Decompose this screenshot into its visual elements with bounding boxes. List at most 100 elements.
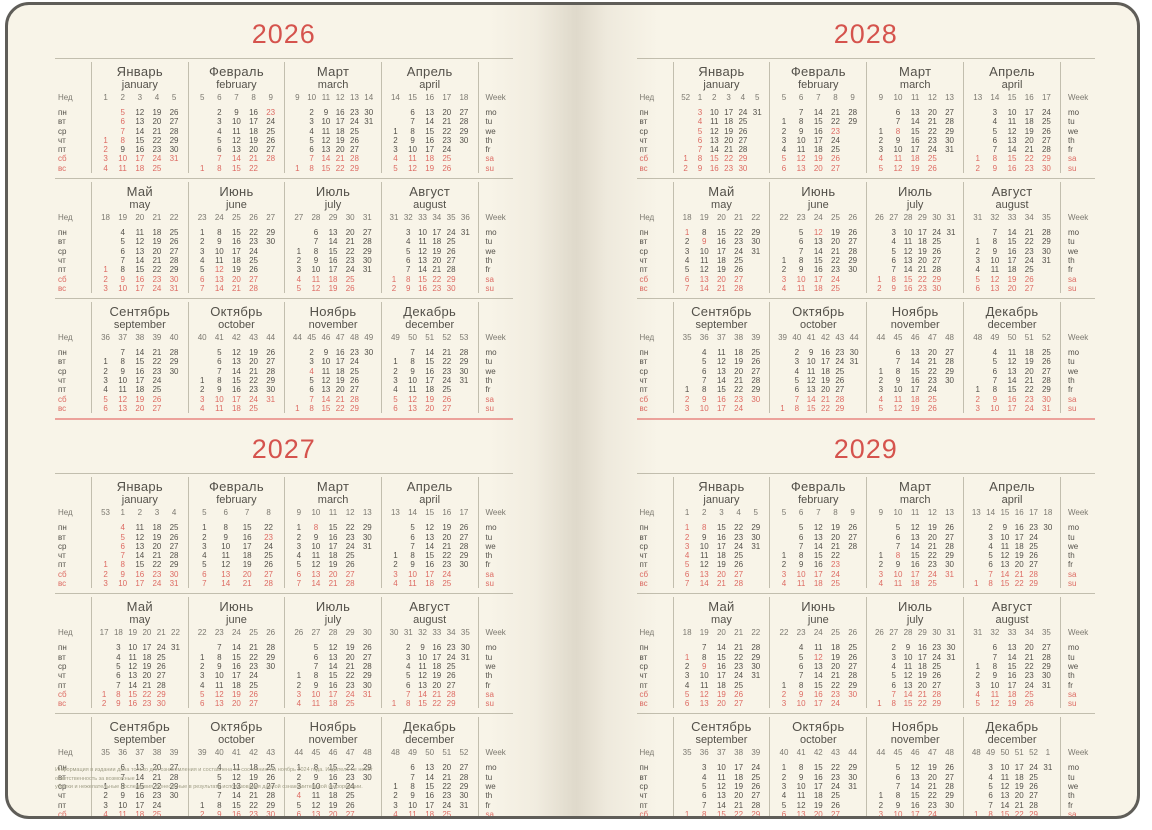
date-cell: 27 (835, 385, 845, 395)
date-cell: 1 (684, 652, 690, 662)
date-cell: 3 (684, 541, 690, 551)
date-cell: 22 (831, 255, 840, 265)
date-cell: 19 (831, 652, 840, 662)
date-cell: 20 (442, 532, 452, 542)
date-cell: 30 (848, 265, 858, 275)
date-cell: 7 (309, 154, 314, 164)
weekday-label-пн: пн (58, 523, 67, 533)
date-cell (359, 275, 376, 284)
weekday-label-sa: sa (485, 154, 494, 164)
date-cell: 28 (734, 579, 744, 589)
weekday-label-вт: вт (58, 357, 66, 367)
date-cell: 23 (927, 376, 937, 386)
date-cell: 29 (446, 699, 456, 709)
date-cell: 15 (321, 403, 331, 413)
week-numbers-row: 17 18 19 20 21 22 (97, 627, 183, 638)
month-header: Февраль february (194, 62, 280, 92)
date-cell: 8 (313, 763, 319, 773)
date-cell: 10 (990, 255, 1000, 265)
week-number: 29 (345, 628, 355, 638)
date-cell: 21 (231, 283, 241, 293)
date-cell: 19 (724, 126, 734, 136)
week-number: 20 (716, 213, 726, 223)
weekday-label-ср: ср (58, 246, 67, 256)
date-cell: 14 (716, 800, 726, 810)
date-cell (1041, 810, 1055, 816)
month-name-en: march (317, 494, 349, 507)
date-cell: 27 (848, 237, 858, 247)
date-cell: 23 (345, 532, 355, 542)
date-cell: 27 (169, 246, 179, 256)
date-cell: 4 (878, 579, 884, 589)
week-number: 9 (850, 93, 855, 102)
date-cell: 3 (781, 569, 787, 579)
weekday-label-mo: mo (1068, 348, 1080, 358)
date-cell: 27 (1029, 791, 1038, 801)
week-number: 40 (792, 333, 802, 343)
date-cell: 12 (813, 652, 823, 662)
date-cell: 3 (393, 145, 398, 155)
date-cell: 1 (781, 255, 787, 265)
date-cell: 2 (393, 135, 398, 145)
date-cell: 31 (752, 108, 762, 117)
date-cell: 20 (249, 145, 259, 155)
month-header: Декабрь december (387, 302, 473, 332)
date-cell: 13 (910, 532, 920, 542)
week-column-header: Week (485, 213, 506, 223)
date-cell: 10 (118, 376, 128, 386)
date-cell: 28 (945, 781, 954, 791)
date-cell: 25 (264, 551, 273, 561)
date-cell: 31 (169, 579, 179, 589)
date-cell: 19 (152, 237, 162, 247)
date-cell: 22 (442, 357, 452, 367)
dates-grid: 7 14 21 28 1 8 15 22 29 2 9 16 23 30 3 10 17 24 4 11 18 25 5 12… (97, 348, 183, 413)
date-cell: 18 (432, 237, 442, 247)
date-cell (944, 681, 958, 690)
page-left: 2026 Нед пн вт ср чт пт сб вс Январь january 1 2 3 4 5 5… (8, 5, 573, 816)
month-name-en: december (405, 734, 455, 747)
date-cell (969, 773, 983, 782)
month-header: Ноябрь november (290, 302, 376, 332)
date-cell: 14 (321, 394, 331, 404)
month-row: Нед пн вт ср чт пт сб вс Май may 18 19 20 21 22 1 8 15 22 2… (636, 178, 1095, 298)
week-number: 37 (118, 333, 128, 343)
date-cell: 29 (459, 551, 469, 561)
date-cell (362, 376, 376, 385)
week-number: 37 (135, 748, 145, 758)
date-cell (844, 127, 861, 136)
weekday-label-we: we (1068, 366, 1079, 376)
week-number: 13 (945, 93, 954, 102)
week-number: 44 (294, 748, 304, 758)
date-cell: 10 (893, 145, 903, 155)
month-june: Июнь june 22 23 24 25 26 4 11 18 25 5 12 19 26 6 13 20 27 7… (769, 597, 866, 709)
date-cell: 19 (152, 108, 162, 117)
weekday-label-sa: sa (485, 809, 494, 819)
date-cell: 28 (848, 246, 858, 256)
month-march: Март march 9 10 11 12 13 1 8 15 22 29 2 9 16 23 30 3 10 17 2… (284, 477, 381, 589)
date-cell: 9 (223, 532, 228, 542)
date-cell: 12 (214, 265, 224, 275)
weekday-label-su: su (485, 403, 494, 413)
date-cell: 9 (120, 791, 125, 801)
date-cell: 3 (697, 108, 703, 117)
date-cell: 17 (231, 671, 241, 681)
week-number: 15 (1000, 508, 1010, 518)
date-cell: 30 (362, 680, 372, 690)
date-cell: 14 (910, 357, 920, 367)
week-number: 38 (135, 333, 145, 343)
date-cell (747, 570, 764, 579)
weekday-label-mo: mo (1068, 643, 1080, 653)
week-number: 44 (876, 748, 886, 758)
weekday-label-mo: mo (1068, 228, 1080, 238)
date-cell (168, 681, 182, 690)
date-cell: 26 (835, 376, 845, 386)
date-cell (290, 145, 304, 154)
date-cell: 13 (328, 652, 338, 662)
dates-grid: 7 14 21 28 1 8 15 22 29 2 9 16 23 30 3 10 17 24 31 4 11 18 25 5… (387, 348, 473, 413)
date-cell: 21 (927, 541, 937, 551)
week-number: 48 (362, 748, 372, 758)
date-cell: 30 (362, 532, 372, 542)
week-numbers-row: 48 49 50 51 52 (387, 747, 473, 758)
